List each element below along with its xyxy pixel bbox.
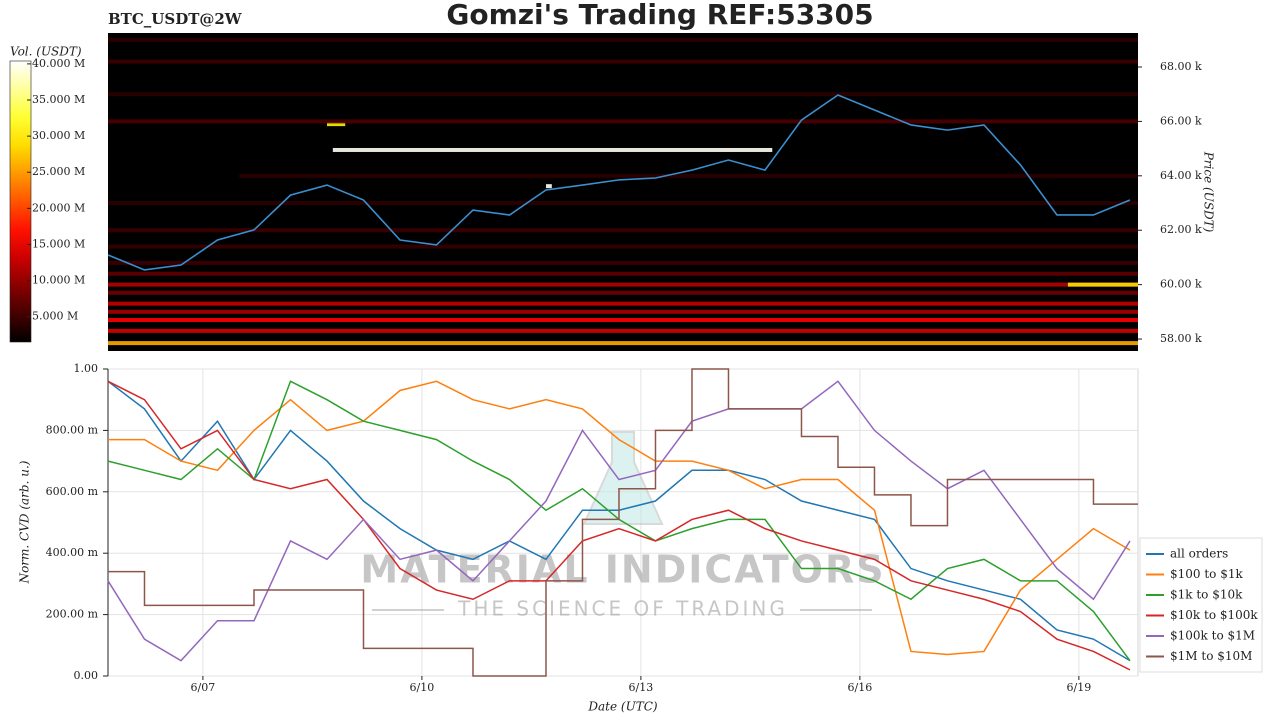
colorbar-tick-label: 10.000 M	[32, 274, 85, 287]
liquidity-band	[108, 341, 1138, 346]
watermark-text: MATERIAL INDICATORS	[360, 548, 885, 592]
x-tick-label: 6/16	[848, 681, 873, 694]
colorbar	[9, 60, 32, 343]
colorbar-tick-label: 25.000 M	[32, 165, 85, 178]
y-axis-label: Price (USDT)	[1202, 151, 1216, 233]
y-tick-label: 800.00 m	[46, 423, 99, 436]
y-tick-label: 64.00 k	[1160, 169, 1202, 182]
legend-label: $100 to $1k	[1170, 567, 1243, 581]
legend-label: all orders	[1170, 547, 1228, 561]
x-tick-label: 6/10	[410, 681, 435, 694]
legend-label: $1M to $10M	[1170, 649, 1252, 663]
legend-frame	[1139, 537, 1263, 673]
y-tick-label: 58.00 k	[1160, 332, 1202, 345]
liquidity-band	[108, 290, 1138, 295]
y-tick-label: 1.00	[74, 362, 99, 375]
y-tick-label: 400.00 m	[46, 546, 99, 559]
y-tick-label: 600.00 m	[46, 485, 99, 498]
x-tick-label: 6/07	[191, 681, 216, 694]
x-tick-label: 6/19	[1067, 681, 1092, 694]
series-line	[108, 368, 1138, 677]
liquidity-band	[108, 260, 1138, 265]
y-tick-label: 66.00 k	[1160, 114, 1202, 127]
y-tick-label: 200.00 m	[46, 608, 99, 621]
liquidity-band	[108, 271, 1138, 276]
liquidity-band	[108, 282, 1138, 287]
liquidity-band	[326, 122, 346, 127]
liquidity-band	[108, 37, 1138, 42]
colorbar-label: Vol. (USDT)	[10, 45, 82, 59]
colorbar-tick-label: 20.000 M	[32, 201, 85, 214]
legend-label: $1k to $10k	[1170, 588, 1243, 602]
series-line	[107, 380, 1131, 671]
liquidity-band	[545, 184, 552, 189]
liquidity-band	[332, 147, 773, 152]
series-line	[107, 380, 1131, 662]
colorbar-tick-label: 35.000 M	[32, 93, 85, 106]
liquidity-band	[108, 301, 1138, 306]
y-tick-label: 0.00	[74, 669, 99, 682]
price-line	[107, 94, 1131, 271]
colorbar-tick-label: 5.000 M	[32, 310, 78, 323]
y-tick-label: 60.00 k	[1160, 278, 1202, 291]
liquidity-band	[108, 328, 1138, 333]
liquidity-band	[108, 119, 1138, 124]
liquidity-band	[108, 92, 1138, 97]
series-line	[108, 380, 1131, 656]
liquidity-band	[108, 228, 1138, 233]
liquidity-band	[1067, 282, 1138, 287]
y-tick-label: 68.00 k	[1160, 60, 1202, 73]
heatmap-bg	[108, 33, 1138, 351]
liquidity-band	[108, 309, 1138, 314]
colorbar-tick-label: 15.000 M	[32, 237, 85, 250]
legend-label: $100k to $1M	[1170, 629, 1255, 643]
x-axis-label: Date (UTC)	[587, 700, 657, 714]
chart-subtitle: BTC_USDT@2W	[108, 10, 243, 28]
liquidity-band	[108, 201, 1138, 206]
chart-title: Gomzi's Trading REF:53305	[446, 0, 873, 31]
y-axis-label: Norm. CVD (arb. u.)	[18, 460, 32, 584]
x-tick-label: 6/13	[629, 681, 654, 694]
liquidity-band	[108, 317, 1138, 322]
y-tick-label: 62.00 k	[1160, 223, 1202, 236]
legend-label: $10k to $100k	[1170, 608, 1258, 622]
liquidity-band	[108, 244, 1138, 249]
colorbar-tick-label: 30.000 M	[32, 129, 85, 142]
colorbar-tick-label: 40.000 M	[32, 57, 85, 70]
watermark-text: THE SCIENCE OF TRADING	[457, 597, 788, 621]
liquidity-band	[239, 173, 1138, 178]
liquidity-band	[108, 59, 1138, 64]
